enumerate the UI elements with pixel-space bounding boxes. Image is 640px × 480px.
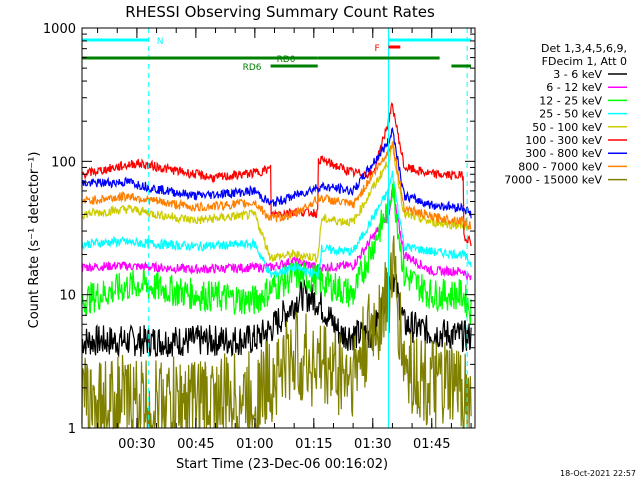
x-tick-label-1: 00:45 <box>177 437 214 452</box>
series-line-7 <box>81 140 472 230</box>
flag-label-f: F <box>375 44 380 54</box>
series-line-1 <box>81 188 472 281</box>
plot-frame <box>81 27 476 429</box>
legend: Det 1,3,4,5,6,9, FDecim 1, Att 0 3 - 6 k… <box>504 42 627 187</box>
series-line-5 <box>81 102 472 247</box>
series-line-6 <box>81 127 472 219</box>
legend-header-line-2: FDecim 1, Att 0 <box>542 55 627 68</box>
x-tick-label-3: 01:15 <box>295 437 332 452</box>
legend-label-0: 3 - 6 keV <box>553 68 602 81</box>
generation-timestamp: 18-Oct-2021 22:57 <box>560 469 636 478</box>
legend-label-2: 12 - 25 keV <box>539 94 602 107</box>
axis-layer: 1 10 100 1000 00:30 00:45 01:00 01:15 01:30 01:45 <box>43 22 476 452</box>
series-line-3 <box>81 170 472 280</box>
legend-label-4: 50 - 100 keV <box>532 121 602 134</box>
chart-title: RHESSI Observing Summary Count Rates <box>125 3 435 21</box>
legend-label-6: 300 - 800 keV <box>525 147 602 160</box>
y-tick-label-1: 10 <box>59 289 76 304</box>
x-tick-label-4: 01:30 <box>354 437 391 452</box>
y-tick-label-2: 100 <box>51 155 76 170</box>
legend-label-3: 25 - 50 keV <box>539 108 602 121</box>
x-axis-label: Start Time (23-Dec-06 00:16:02) <box>176 457 388 472</box>
y-axis-label: Count Rate (s⁻¹ detector⁻¹) <box>27 152 42 329</box>
data-layer <box>81 102 472 430</box>
legend-header-line-1: Det 1,3,4,5,6,9, <box>541 42 627 55</box>
series-line-8 <box>81 235 472 430</box>
y-tick-label-3: 1000 <box>43 22 76 37</box>
legend-label-7: 800 - 7000 keV <box>518 160 602 173</box>
legend-label-1: 6 - 12 keV <box>546 81 602 94</box>
flag-layer: N F RD0 RD6 <box>81 28 472 428</box>
x-tick-label-0: 00:30 <box>118 437 155 452</box>
legend-label-8: 7000 - 15000 keV <box>504 174 602 187</box>
flag-label-rd0: RD0 <box>277 55 296 65</box>
legend-label-5: 100 - 300 keV <box>525 134 602 147</box>
flag-label-n: N <box>157 37 164 47</box>
series-line-0 <box>81 274 472 358</box>
series-line-4 <box>81 141 472 264</box>
x-tick-label-5: 01:45 <box>413 437 450 452</box>
flag-label-rd6: RD6 <box>243 63 262 73</box>
x-tick-label-2: 01:00 <box>236 437 273 452</box>
series-line-2 <box>81 181 472 325</box>
y-tick-label-0: 1 <box>68 422 76 437</box>
